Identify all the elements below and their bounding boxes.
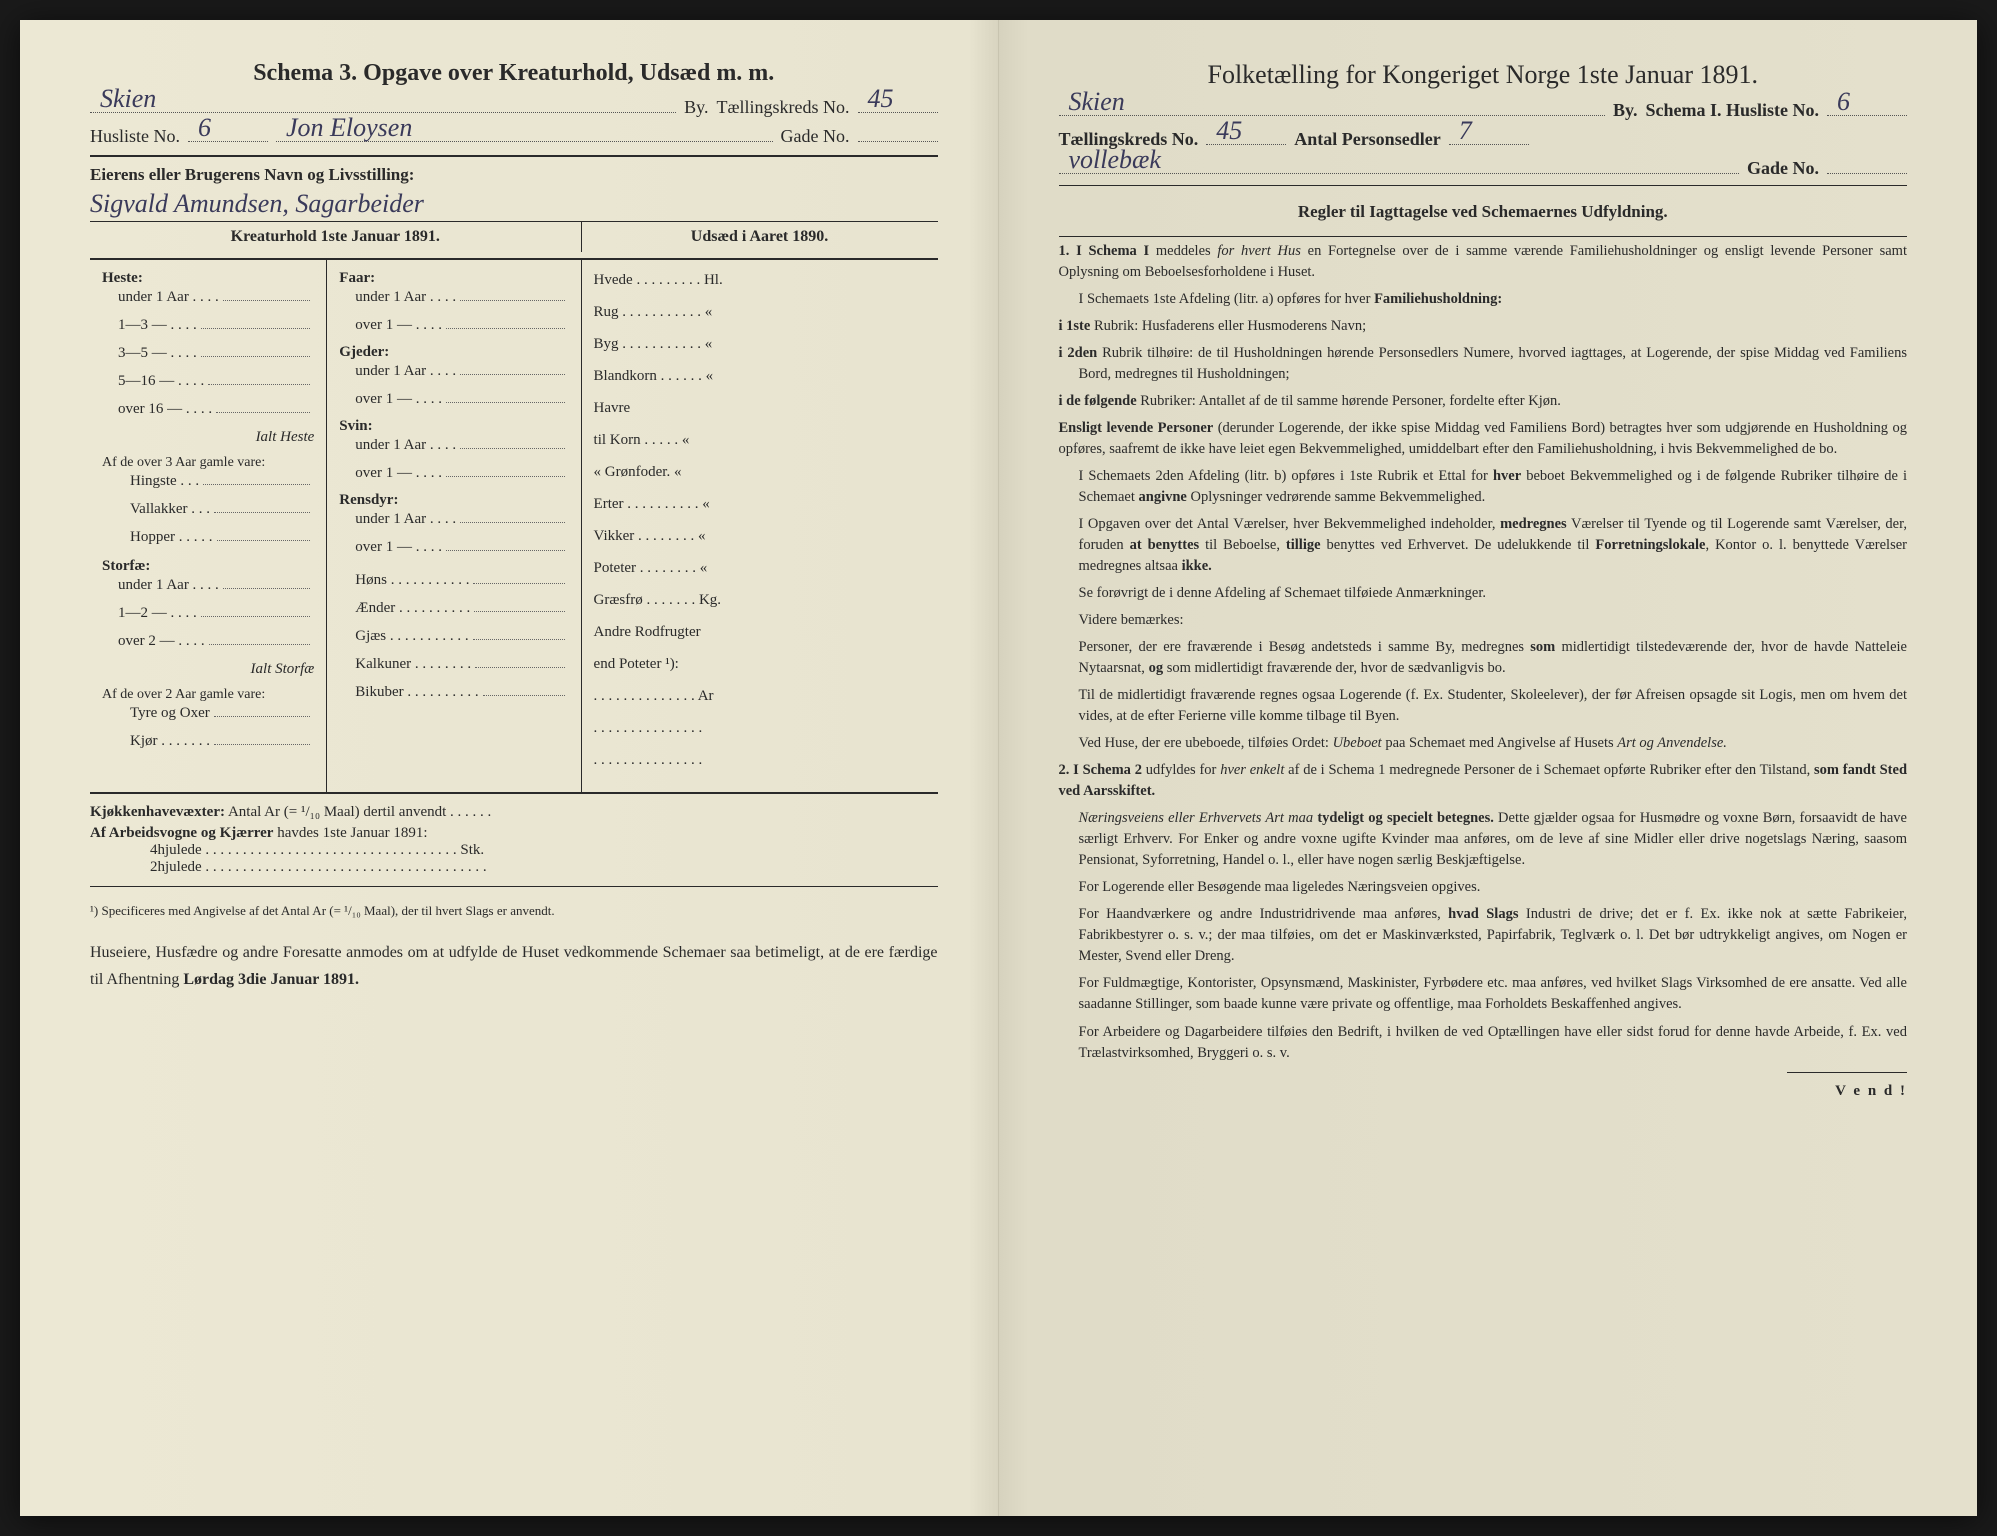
right-by-line: Skien By. Schema I. Husliste No. 6	[1059, 98, 1908, 121]
owner-label: Eierens eller Brugerens Navn og Livsstil…	[90, 165, 938, 185]
form-row: Ænder . . . . . . . . . .	[339, 598, 568, 619]
svin-title: Svin:	[339, 418, 568, 435]
divider	[90, 886, 938, 887]
form-row: under 1 Aar . . . .	[339, 509, 568, 530]
form-row: Vallakker . . .	[102, 499, 314, 520]
right-page: Folketælling for Kongeriget Norge 1ste J…	[999, 20, 1978, 1516]
form-row: Hopper . . . . .	[102, 527, 314, 548]
crop-row: Blandkorn . . . . . . «	[594, 366, 926, 387]
storfae-sub-label: Af de over 2 Aar gamle vare:	[102, 687, 314, 703]
crop-row: Vikker . . . . . . . . «	[594, 526, 926, 547]
form-row: under 1 Aar . . . .	[339, 361, 568, 382]
heste-sub-label: Af de over 3 Aar gamle vare:	[102, 455, 314, 471]
form-row: 1—2 — . . . .	[102, 603, 314, 624]
husliste-field: 6	[188, 124, 268, 142]
footer-instruction: Huseiere, Husfædre og andre Foresatte an…	[90, 939, 938, 993]
form-row: over 1 — . . . .	[339, 389, 568, 410]
storfae-title: Storfæ:	[102, 558, 314, 575]
tk-field: 45	[858, 95, 938, 113]
footnote: ¹) Specificeres med Angivelse af det Ant…	[90, 901, 938, 921]
divider	[1787, 1072, 1907, 1073]
crop-row: Andre Rodfrugter	[594, 622, 926, 643]
form-row: under 1 Aar . . . .	[102, 575, 314, 596]
form-row: 1—3 — . . . .	[102, 315, 314, 336]
crop-row: Erter . . . . . . . . . . «	[594, 494, 926, 515]
crop-row: Byg . . . . . . . . . . . «	[594, 334, 926, 355]
form-row: Bikuber . . . . . . . . . .	[339, 682, 568, 703]
rules-heading: Regler til Iagttagelse ved Schemaernes U…	[1059, 202, 1908, 222]
right-husliste-field: 6	[1827, 98, 1907, 116]
crop-row: Havre	[594, 398, 926, 419]
right-antal-field: 7	[1449, 127, 1529, 145]
crop-row: Hvede . . . . . . . . . Hl.	[594, 270, 926, 291]
owner-value: Sigvald Amundsen, Sagarbeider	[90, 189, 938, 222]
arbeids-line: Af Arbeidsvogne og Kjærrer havdes 1ste J…	[90, 825, 938, 842]
form-row: 5—16 — . . . .	[102, 371, 314, 392]
husliste-line: Husliste No. 6 Jon Eloysen Gade No.	[90, 124, 938, 147]
arbeids-row: 4hjulede . . . . . . . . . . . . . . . .…	[150, 842, 938, 859]
kjokken-line: Kjøkkenhavevæxter: Antal Ar (= ¹/₁₀ Maal…	[90, 804, 938, 821]
form-row: over 1 — . . . .	[339, 315, 568, 336]
form-row: Hingste . . .	[102, 471, 314, 492]
crop-row: til Korn . . . . . «	[594, 430, 926, 451]
heste-title: Heste:	[102, 270, 314, 287]
form-row: under 1 Aar . . . .	[102, 287, 314, 308]
arbeids-row: 2hjulede . . . . . . . . . . . . . . . .…	[150, 859, 938, 876]
crop-row: . . . . . . . . . . . . . . .	[594, 750, 926, 771]
form-row: Kalkuner . . . . . . . .	[339, 654, 568, 675]
faar-title: Faar:	[339, 270, 568, 287]
document-spread: Schema 3. Opgave over Kreaturhold, Udsæd…	[20, 20, 1977, 1516]
crop-row: . . . . . . . . . . . . . . .	[594, 718, 926, 739]
crop-row: Rug . . . . . . . . . . . «	[594, 302, 926, 323]
vend: V e n d !	[1059, 1083, 1908, 1100]
ialt-storfae: Ialt Storfæ	[102, 659, 314, 680]
divider	[90, 155, 938, 157]
gade-field	[858, 124, 938, 142]
rules-body: 1. I Schema I meddeles for hvert Hus en …	[1059, 241, 1908, 1064]
census-title: Folketælling for Kongeriget Norge 1ste J…	[1059, 60, 1908, 90]
form-row: Høns . . . . . . . . . . .	[339, 570, 568, 591]
crop-row: « Grønfoder. «	[594, 462, 926, 483]
form-row: under 1 Aar . . . .	[339, 435, 568, 456]
gjeder-title: Gjeder:	[339, 344, 568, 361]
form-row: 3—5 — . . . .	[102, 343, 314, 364]
by-field: Skien	[90, 95, 676, 113]
table-headers: Kreaturhold 1ste Januar 1891. Udsæd i Aa…	[90, 222, 938, 252]
form-row: under 1 Aar . . . .	[339, 287, 568, 308]
col-crops: Hvede . . . . . . . . . Hl. Rug . . . . .…	[582, 260, 938, 792]
crop-row: Græsfrø . . . . . . . Kg.	[594, 590, 926, 611]
divider	[1059, 185, 1908, 186]
divider	[1059, 236, 1908, 237]
form-row: over 1 — . . . .	[339, 537, 568, 558]
right-gade-line: vollebæk Gade No.	[1059, 156, 1908, 179]
udsaed-header: Udsæd i Aaret 1890.	[582, 222, 938, 252]
form-row: over 16 — . . . .	[102, 399, 314, 420]
form-row: Gjæs . . . . . . . . . . .	[339, 626, 568, 647]
form-row: over 1 — . . . .	[339, 463, 568, 484]
by-line: Skien By. Tællingskreds No. 45	[90, 95, 938, 118]
schema3-title: Schema 3. Opgave over Kreaturhold, Udsæd…	[90, 60, 938, 87]
form-row: Tyre og Oxer	[102, 703, 314, 724]
col-animals: Faar: under 1 Aar . . . . over 1 — . . . …	[327, 260, 581, 792]
crop-row: Poteter . . . . . . . . «	[594, 558, 926, 579]
right-gade-field: vollebæk	[1059, 156, 1740, 174]
mid-field: Jon Eloysen	[276, 124, 773, 142]
ialt-heste: Ialt Heste	[102, 427, 314, 448]
col-heste-storfae: Heste: under 1 Aar . . . . 1—3 — . . . . 3…	[90, 260, 327, 792]
form-row: over 2 — . . . .	[102, 631, 314, 652]
right-tk-field: 45	[1206, 127, 1286, 145]
rensdyr-title: Rensdyr:	[339, 492, 568, 509]
crop-row: . . . . . . . . . . . . . . Ar	[594, 686, 926, 707]
crop-row: end Poteter ¹):	[594, 654, 926, 675]
form-table: Heste: under 1 Aar . . . . 1—3 — . . . . 3…	[90, 258, 938, 794]
right-tk-line: Tællingskreds No. 45 Antal Personsedler …	[1059, 127, 1908, 150]
kreatur-header: Kreaturhold 1ste Januar 1891.	[90, 222, 582, 252]
left-page: Schema 3. Opgave over Kreaturhold, Udsæd…	[20, 20, 999, 1516]
right-by-field: Skien	[1059, 98, 1605, 116]
form-row: Kjør . . . . . . .	[102, 731, 314, 752]
